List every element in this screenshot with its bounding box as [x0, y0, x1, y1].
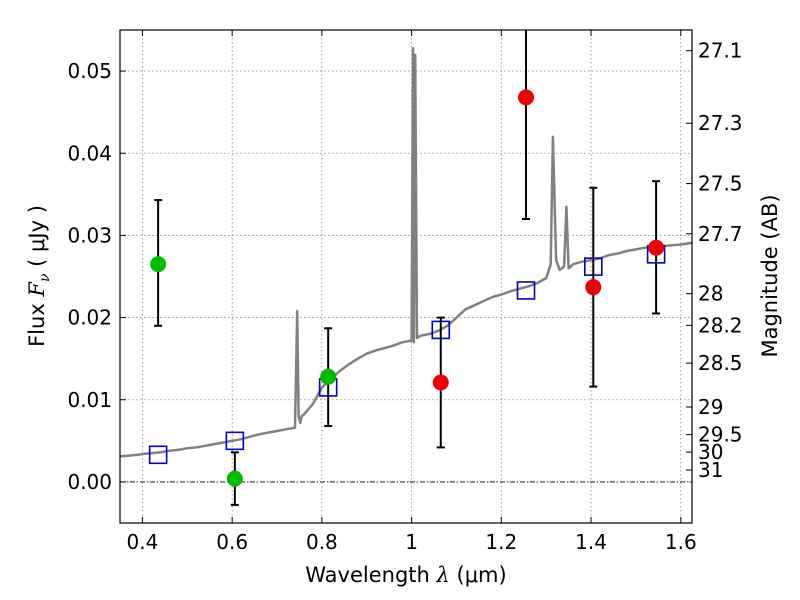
mag-tick-label: 29: [698, 395, 723, 419]
y-tick-label: 0.00: [67, 470, 112, 494]
x-tick-label: 1.6: [665, 530, 697, 554]
observed-points: [150, 89, 665, 487]
axis-ticks: 0.4 0.6 0.8 1 1.2 1.4 1.6 0.00 0.01 0.02 0.03 0.04 0…: [67, 30, 743, 554]
model-spectrum: [120, 46, 692, 458]
x-tick-label: 0.4: [127, 530, 159, 554]
observed-point: [432, 374, 449, 391]
y-tick-label: 0.03: [67, 223, 112, 247]
x-tick-label: 1.4: [575, 530, 607, 554]
model-spectrum-line: [120, 46, 692, 458]
mag-tick-label: 28.5: [698, 351, 743, 375]
observed-point: [648, 239, 665, 256]
mag-tick-label: 27.1: [698, 39, 743, 63]
grid-lines: [120, 30, 692, 523]
y-tick-label: 0.04: [67, 141, 112, 165]
y-tick-label: 0.05: [67, 59, 112, 83]
x-axis-title: Wavelength λ (μm): [305, 563, 506, 587]
mag-tick-label: 27.3: [698, 111, 743, 135]
model-photometry-squares: [148, 245, 666, 465]
observed-point: [150, 256, 167, 273]
mag-tick-label: 31: [698, 458, 723, 482]
model-photometry-square: [148, 445, 168, 465]
y2-axis-title: Magnitude (AB): [758, 194, 782, 357]
y-tick-label: 0.01: [67, 388, 112, 412]
mag-tick-label: 29.5: [698, 423, 743, 447]
y-tick-label: 0.02: [67, 306, 112, 330]
x-tick-label: 0.6: [216, 530, 248, 554]
model-photometry-square: [225, 431, 245, 451]
observed-point: [226, 470, 243, 487]
mag-tick-label: 27.7: [698, 222, 743, 246]
x-tick-label: 1.2: [485, 530, 517, 554]
mag-tick-label: 27.5: [698, 172, 743, 196]
observed-point: [518, 89, 535, 106]
x-tick-label: 0.8: [306, 530, 338, 554]
model-photometry-square: [516, 281, 536, 300]
mag-tick-label: 30: [698, 440, 723, 464]
x-tick-label: 1: [405, 530, 418, 554]
mag-tick-label: 28: [698, 282, 723, 306]
observed-point: [320, 368, 337, 385]
plot-frame: [119, 29, 693, 524]
y-axis-title: Flux Fν ( μJy ): [25, 205, 53, 347]
plot-background: [120, 30, 692, 523]
mag-tick-label: 28.2: [698, 313, 743, 337]
observed-point: [585, 279, 602, 296]
